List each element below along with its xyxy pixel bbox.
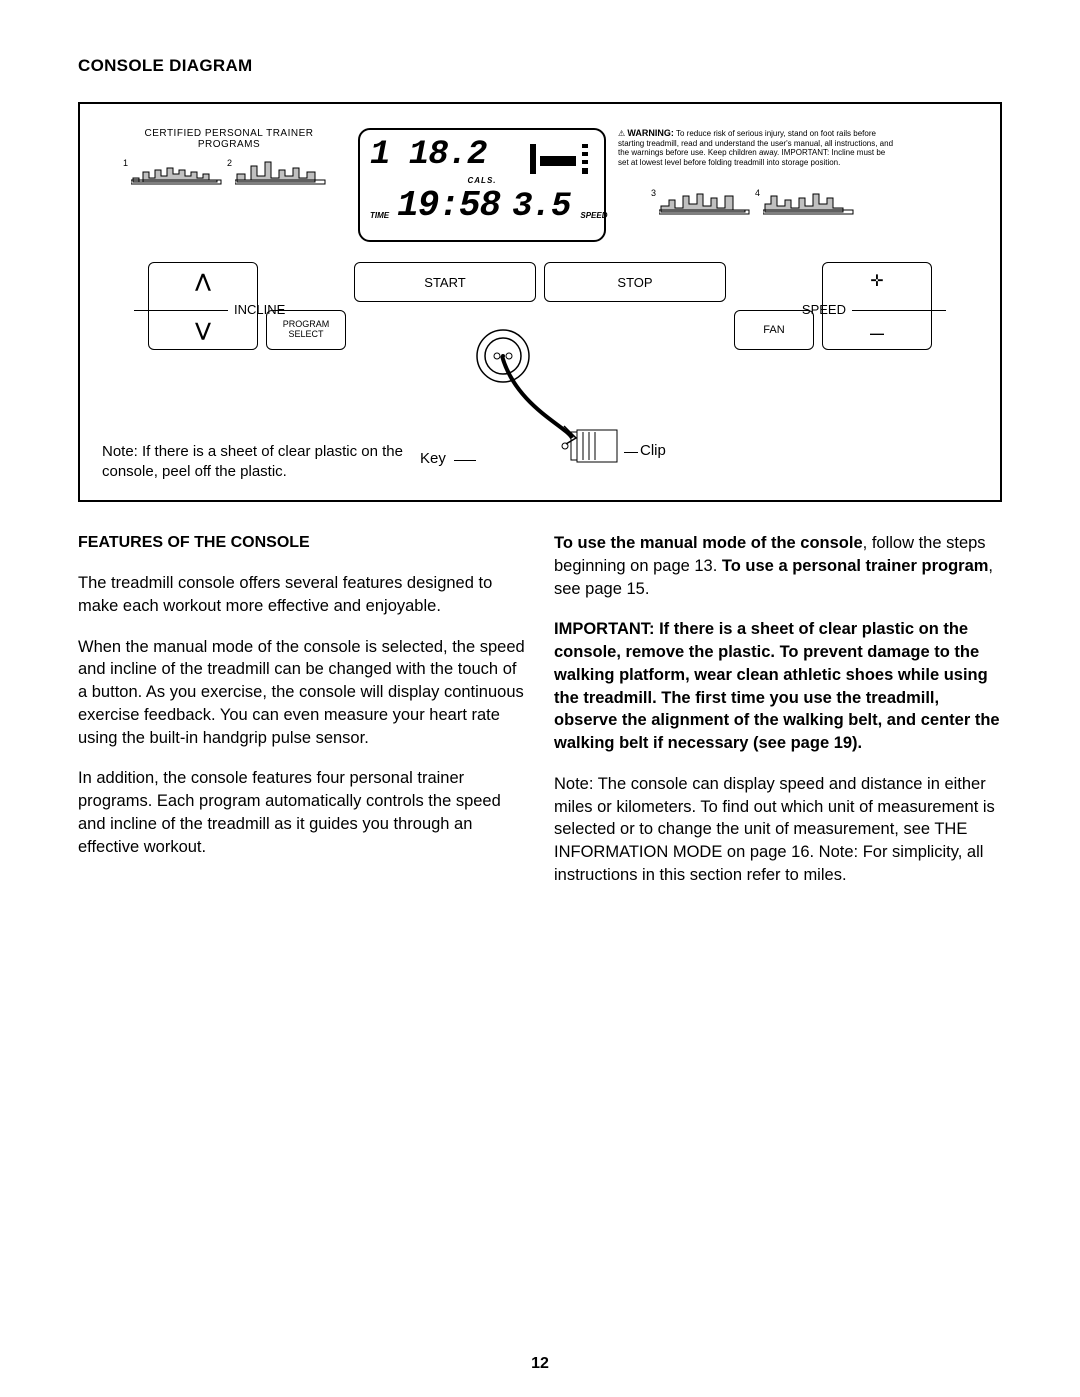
- clip-callout-label: Clip: [640, 442, 666, 459]
- incline-label: INCLINE: [234, 302, 285, 317]
- stop-label: STOP: [617, 275, 652, 290]
- lcd-speed-value: 3.5: [512, 188, 570, 226]
- program-slot-2: 2: [235, 156, 327, 186]
- warning-icon: ⚠: [618, 129, 625, 138]
- lcd-cals-label: CALS.: [370, 176, 594, 185]
- body-paragraph: When the manual mode of the console is s…: [78, 636, 526, 750]
- leader-line: [852, 310, 946, 311]
- programs-left: CERTIFIED PERSONAL TRAINER PROGRAMS 1 2: [108, 128, 350, 186]
- program-profile-icon: [763, 186, 855, 216]
- program-slot-4: 4: [763, 186, 855, 216]
- program-profile-icon: [235, 156, 327, 186]
- leader-line: [454, 460, 476, 461]
- plus-icon: ✛: [870, 271, 883, 291]
- lcd-time-value: 19:58: [397, 185, 500, 226]
- body-paragraph: IMPORTANT: If there is a sheet of clear …: [554, 618, 1002, 755]
- program-slot-3: 3: [659, 186, 751, 216]
- lcd-display: 1 18.2 CALS. TIME 19:58 3.5 SPEED: [358, 128, 606, 242]
- body-paragraph: In addition, the console features four p…: [78, 767, 526, 858]
- bold-run: To use the manual mode of the console: [554, 534, 863, 552]
- program-profile-icon: [131, 156, 223, 186]
- clip-icon: [559, 428, 629, 464]
- start-button[interactable]: START: [354, 262, 536, 302]
- diagram-note: Note: If there is a sheet of clear plast…: [102, 442, 432, 483]
- programs-title: CERTIFIED PERSONAL TRAINER PROGRAMS: [108, 128, 350, 150]
- program-number: 2: [227, 158, 232, 168]
- right-column: To use the manual mode of the console, f…: [554, 502, 1002, 905]
- speed-label: SPEED: [802, 302, 846, 317]
- program-number: 1: [123, 158, 128, 168]
- program-number: 3: [651, 188, 656, 198]
- page-number: 12: [0, 1355, 1080, 1373]
- lcd-bargraph-icon: [530, 144, 594, 174]
- program-profile-icon: [659, 186, 751, 216]
- console-diagram: CERTIFIED PERSONAL TRAINER PROGRAMS 1 2 …: [78, 102, 1002, 502]
- programs-right: 3 4: [618, 186, 896, 216]
- start-label: START: [424, 275, 465, 290]
- body-paragraph: To use the manual mode of the console, f…: [554, 532, 1002, 600]
- warning-text: ⚠ WARNING: To reduce risk of serious inj…: [618, 128, 896, 168]
- section-title: CONSOLE DIAGRAM: [78, 56, 1002, 76]
- bold-run: To use a personal trainer program: [722, 557, 989, 575]
- arrow-down-icon: ⋁: [196, 320, 211, 341]
- body-paragraph: The treadmill console offers several fea…: [78, 572, 526, 618]
- stop-button[interactable]: STOP: [544, 262, 726, 302]
- program-slot-1: 1: [131, 156, 223, 186]
- body-columns: FEATURES OF THE CONSOLE The treadmill co…: [78, 502, 1002, 905]
- lcd-speed-label: SPEED: [580, 211, 607, 220]
- leader-line: [134, 310, 228, 311]
- minus-icon: —: [870, 325, 884, 341]
- lcd-time-label: TIME: [370, 211, 389, 220]
- leader-line: [624, 452, 638, 453]
- lcd-cals-value: 1 18.2: [370, 136, 486, 174]
- arrow-up-icon: ⋀: [196, 271, 211, 292]
- leader-line: [296, 310, 326, 311]
- warning-head: WARNING:: [627, 128, 674, 138]
- program-number: 4: [755, 188, 760, 198]
- features-title: FEATURES OF THE CONSOLE: [78, 532, 526, 554]
- body-paragraph: Note: The console can display speed and …: [554, 773, 1002, 887]
- left-column: FEATURES OF THE CONSOLE The treadmill co…: [78, 502, 526, 905]
- fan-label: FAN: [763, 324, 784, 336]
- program-select-label: PROGRAM SELECT: [283, 320, 330, 340]
- leader-line: [754, 310, 784, 311]
